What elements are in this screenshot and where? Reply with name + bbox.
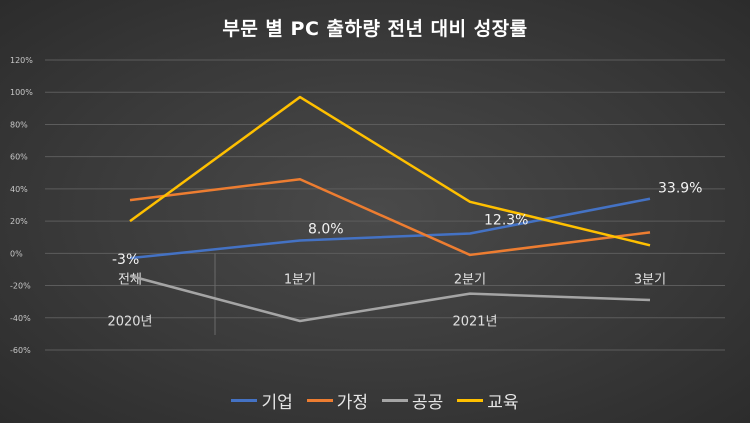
- series-line-교육: [129, 95, 651, 247]
- x-tick-label: 3분기: [634, 272, 666, 287]
- data-label: 12.3%: [484, 213, 528, 229]
- series-line-기업: [129, 197, 651, 260]
- data-label: -3%: [112, 252, 139, 268]
- series-lines: [129, 95, 651, 323]
- y-tick-label: -20%: [10, 282, 31, 291]
- legend-label: 공공: [412, 393, 444, 413]
- y-tick-label: 0%: [10, 249, 23, 258]
- legend-label: 교육: [487, 393, 519, 413]
- x-tick-label: 2분기: [454, 272, 486, 287]
- gridlines: [45, 59, 725, 351]
- y-tick-label: 40%: [10, 185, 28, 194]
- x-axis-labels: 전체 1분기 2분기 3분기 2020년 2021년: [107, 272, 666, 329]
- legend-swatch: [457, 399, 484, 402]
- legend-item: 교육: [457, 388, 519, 413]
- legend-item: 가정: [306, 388, 368, 413]
- legend-swatch: [382, 399, 408, 402]
- legend-swatch: [306, 399, 333, 402]
- y-tick-label: -40%: [10, 314, 31, 323]
- y-axis-ticks: -60% -40% -20% 0% 20% 40% 60% 80% 100% 120%: [10, 56, 33, 355]
- x-tick-label: 전체: [118, 272, 142, 287]
- legend-item: 공공: [382, 388, 443, 413]
- legend-label: 가정: [336, 393, 368, 413]
- x-tick-label: 1분기: [284, 272, 316, 287]
- y-tick-label: 60%: [10, 153, 28, 162]
- legend-item: 기업: [231, 388, 293, 413]
- x-group-label: 2020년: [107, 314, 152, 329]
- y-tick-label: -60%: [10, 346, 31, 355]
- series-line-가정: [129, 177, 651, 257]
- y-tick-label: 100%: [10, 88, 33, 97]
- x-group-label: 2021년: [452, 314, 497, 329]
- legend: 기업 가정 공공 교육: [0, 388, 750, 413]
- series-line-공공: [129, 274, 651, 323]
- data-label: 33.9%: [658, 181, 702, 197]
- legend-swatch: [231, 399, 258, 402]
- y-tick-label: 120%: [10, 56, 33, 65]
- chart-title: 부문 별 PC 출하량 전년 대비 성장률: [222, 18, 528, 40]
- y-tick-label: 20%: [10, 217, 28, 226]
- data-labels: -3% 8.0% 12.3% 33.9%: [112, 181, 702, 268]
- data-label: 8.0%: [308, 221, 344, 237]
- legend-label: 기업: [261, 393, 293, 413]
- y-tick-label: 80%: [10, 120, 28, 129]
